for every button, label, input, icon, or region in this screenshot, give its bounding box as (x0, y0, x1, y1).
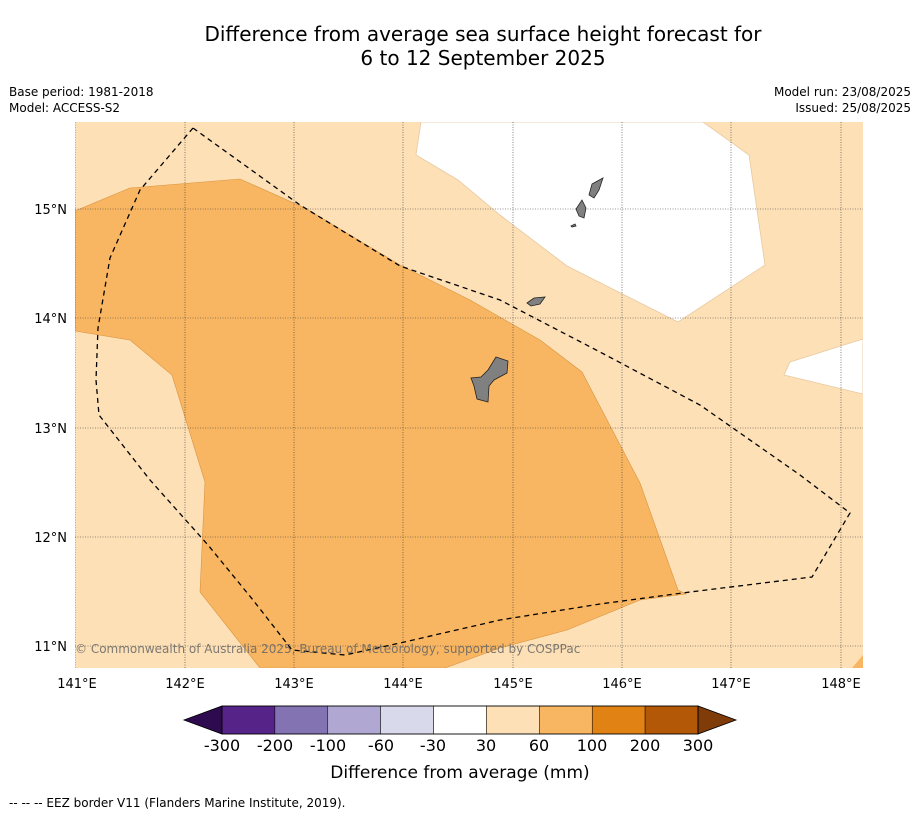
saipan-island (588, 177, 604, 199)
lat-label: 15°N (34, 203, 67, 218)
lon-label: 145°E (493, 677, 533, 692)
colorbar-swatch (539, 705, 593, 735)
eez-border-line (95, 127, 851, 656)
meta-right: Model run: 23/08/2025 Issued: 25/08/2025 (774, 84, 911, 116)
contour-band-neutral-east (783, 338, 863, 395)
lon-label: 146°E (602, 677, 642, 692)
guam-island (470, 356, 509, 403)
title-line-2: 6 to 12 September 2025 (360, 46, 606, 70)
colorbar-tick: 30 (476, 736, 496, 755)
latitude-labels: 15°N 14°N 13°N 12°N 11°N (34, 203, 67, 655)
map-panel: © Commonwealth of Australia 2025, Bureau… (75, 122, 863, 668)
rota-island (526, 296, 546, 307)
colorbar-tick: -60 (368, 736, 394, 755)
lon-label: 148°E (821, 677, 861, 692)
colorbar-tick: -200 (257, 736, 293, 755)
issued-text: Issued: 25/08/2025 (795, 101, 911, 115)
map-title: Difference from average sea surface heig… (0, 22, 919, 70)
colorbar-swatch (644, 705, 699, 735)
contour-band-corner (852, 655, 863, 668)
model-text: Model: ACCESS-S2 (9, 101, 121, 115)
lon-label: 142°E (165, 677, 205, 692)
aguijan-islet (570, 223, 577, 228)
colorbar-tick: 60 (529, 736, 549, 755)
colorbar-outline (221, 705, 699, 735)
colorbar-swatch (221, 705, 276, 735)
longitude-labels: 141°E 142°E 143°E 144°E 145°E 146°E 147°… (57, 677, 861, 692)
base-period-text: Base period: 1981-2018 (9, 85, 154, 99)
colorbar-swatch (433, 705, 487, 735)
colorbar-extend-low (182, 705, 223, 735)
contour-band-neutral-north (415, 122, 766, 323)
colorbar-ticks: -300 -200 -100 -60 -30 30 60 100 200 300 (204, 736, 713, 755)
colorbar: -300 -200 -100 -60 -30 30 60 100 200 300… (182, 705, 738, 783)
lat-label: 12°N (34, 531, 67, 546)
colorbar-label: Difference from average (mm) (330, 763, 589, 783)
colorbar-tick: 300 (683, 736, 714, 755)
colorbar-tick: 100 (577, 736, 608, 755)
tinian-island (575, 199, 587, 219)
title-line-1: Difference from average sea surface heig… (204, 22, 762, 46)
copyright-text: © Commonwealth of Australia 2025, Bureau… (75, 642, 580, 656)
colorbar-swatch (380, 705, 434, 735)
meta-left: Base period: 1981-2018 Model: ACCESS-S2 (9, 84, 154, 116)
lon-label: 143°E (274, 677, 314, 692)
colorbar-tick: -300 (204, 736, 240, 755)
lon-label: 147°E (711, 677, 751, 692)
graticule (75, 122, 863, 668)
colorbar-swatch (327, 705, 381, 735)
colorbar-tick: -30 (420, 736, 446, 755)
eez-legend-note: -- -- -- EEZ border V11 (Flanders Marine… (9, 796, 346, 810)
lon-label: 141°E (57, 677, 97, 692)
land-masses (470, 177, 604, 403)
colorbar-tick: 200 (630, 736, 661, 755)
colorbar-extend-high (697, 705, 738, 735)
colorbar-swatches (182, 705, 738, 735)
colorbar-swatch (591, 705, 646, 735)
lat-label: 14°N (34, 312, 67, 327)
lat-label: 13°N (34, 422, 67, 437)
lat-label: 11°N (34, 640, 67, 655)
lon-label: 144°E (383, 677, 423, 692)
colorbar-swatch (274, 705, 329, 735)
colorbar-tick: -100 (310, 736, 346, 755)
model-run-text: Model run: 23/08/2025 (773, 85, 911, 99)
colorbar-swatch (486, 705, 540, 735)
